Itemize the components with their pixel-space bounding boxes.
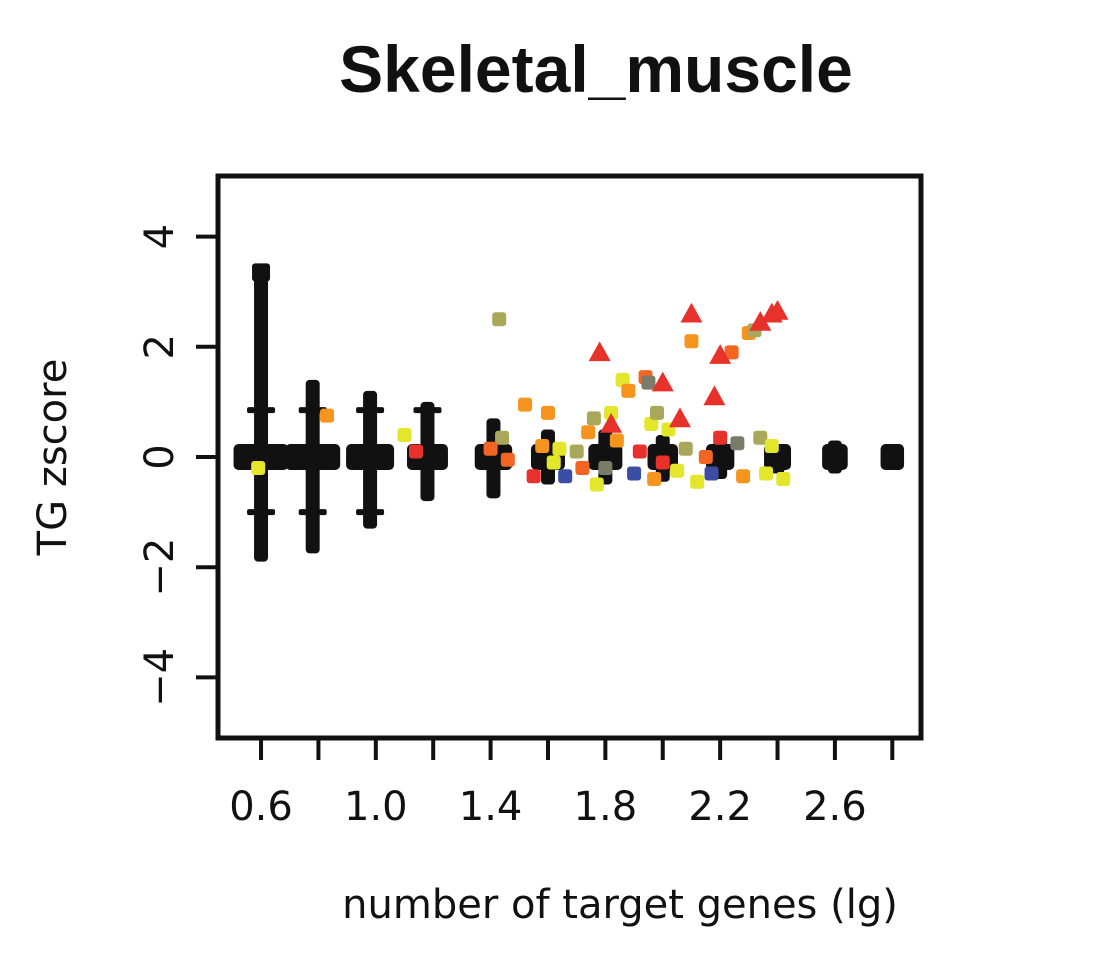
background-point xyxy=(233,444,289,470)
y-tick-label: 2 xyxy=(137,334,183,359)
highlighted-point xyxy=(589,477,604,492)
highlighted-point xyxy=(690,474,705,489)
highlighted-triangle xyxy=(600,412,623,433)
highlighted-point xyxy=(670,463,685,478)
highlighted-triangle xyxy=(680,302,703,323)
highlighted-point xyxy=(546,455,561,470)
highlighted-point xyxy=(704,466,719,481)
highlighted-point xyxy=(552,441,567,456)
highlighted-point xyxy=(540,405,555,420)
highlighted-triangle xyxy=(766,299,789,320)
background-point xyxy=(252,263,271,282)
highlighted-point xyxy=(753,430,768,445)
highlighted-point xyxy=(408,444,423,459)
highlighted-triangle xyxy=(651,371,674,392)
x-tick-label: 2.6 xyxy=(803,784,867,830)
highlighted-point xyxy=(397,427,412,442)
background-point xyxy=(822,444,848,470)
x-tick-label: 1.0 xyxy=(344,784,408,830)
highlighted-point xyxy=(535,438,550,453)
highlighted-point xyxy=(526,469,541,484)
background-point xyxy=(413,407,442,414)
background-column xyxy=(822,440,848,474)
highlighted-point xyxy=(500,452,515,467)
highlighted-point xyxy=(581,425,596,440)
highlighted-point xyxy=(724,345,739,360)
background-column xyxy=(346,390,395,529)
highlighted-point xyxy=(558,469,573,484)
highlighted-point xyxy=(713,430,728,445)
background-point xyxy=(247,509,276,516)
x-tick-label: 0.6 xyxy=(229,784,293,830)
plot-area xyxy=(233,263,905,562)
background-point xyxy=(247,407,276,414)
highlighted-point xyxy=(684,334,699,349)
highlighted-point xyxy=(650,405,665,420)
y-tick-label: −4 xyxy=(137,648,183,707)
highlighted-point xyxy=(736,469,751,484)
y-axis: 4 2 0 −2 −4 xyxy=(137,224,218,707)
y-tick-label: 0 xyxy=(137,444,183,469)
background-point xyxy=(356,407,385,414)
highlighted-point xyxy=(632,444,647,459)
background-point xyxy=(254,269,269,562)
background-point xyxy=(705,444,735,470)
highlighted-point xyxy=(604,405,619,420)
y-tick-label: 4 xyxy=(137,224,183,249)
highlighted-point xyxy=(609,433,624,448)
background-point xyxy=(588,444,623,470)
highlighted-point xyxy=(492,312,507,327)
highlighted-triangle xyxy=(709,344,732,364)
highlighted-point xyxy=(569,444,584,459)
highlighted-triangle xyxy=(668,407,691,428)
highlighted-triangle xyxy=(749,311,772,331)
background-column xyxy=(285,379,341,554)
highlighted-point xyxy=(615,372,630,387)
y-tick-label: −2 xyxy=(137,538,183,597)
highlighted-point xyxy=(251,461,266,476)
x-axis: 0.6 1.0 1.4 1.8 2.2 2.6 xyxy=(229,738,895,830)
background-point xyxy=(346,444,395,470)
x-tick-label: 1.8 xyxy=(574,784,638,830)
highlighted-point xyxy=(598,461,613,476)
highlighted-point xyxy=(495,430,510,445)
background-point xyxy=(880,444,905,470)
x-axis-label: number of target genes (lg) xyxy=(342,882,898,928)
background-point xyxy=(298,407,327,414)
highlighted-point xyxy=(575,461,590,476)
highlighted-triangle xyxy=(703,385,726,406)
background-point xyxy=(298,509,327,516)
highlighted-triangle xyxy=(588,341,611,362)
highlighted-point xyxy=(759,466,774,481)
highlighted-point xyxy=(698,450,713,464)
background-column xyxy=(880,444,905,470)
highlighted-point xyxy=(627,466,642,481)
highlighted-point xyxy=(518,397,533,412)
y-axis-label: TG zscore xyxy=(30,359,76,557)
background-column xyxy=(233,269,289,562)
highlighted-point xyxy=(644,416,659,431)
highlighted-point xyxy=(678,441,693,456)
highlighted-point xyxy=(483,441,498,456)
background-point xyxy=(356,509,385,516)
highlighted-point xyxy=(730,436,745,451)
highlighted-point xyxy=(586,411,601,426)
chart-title: Skeletal_muscle xyxy=(339,32,853,106)
x-tick-label: 2.2 xyxy=(688,784,752,830)
highlighted-point xyxy=(655,455,670,470)
highlighted-point xyxy=(647,472,662,487)
x-tick-label: 1.4 xyxy=(459,784,523,830)
background-point xyxy=(285,444,341,470)
highlighted-point xyxy=(776,472,791,487)
highlighted-point xyxy=(621,383,636,398)
highlighted-point xyxy=(764,438,779,453)
highlighted-point xyxy=(641,375,656,390)
highlighted-point xyxy=(320,408,335,423)
